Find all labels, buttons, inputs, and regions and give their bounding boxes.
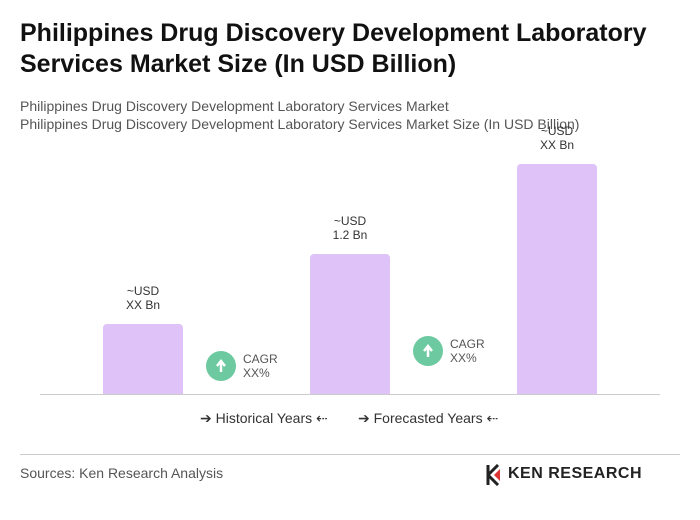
baseline xyxy=(40,394,660,395)
source: Sources: Ken Research Analysis xyxy=(20,465,224,481)
cagr-label: CAGR XX% xyxy=(243,352,278,380)
value-label: ~USD 1.2 Bn xyxy=(332,213,368,242)
cagr-icon xyxy=(413,336,443,366)
cagr-label: CAGR XX% xyxy=(450,337,485,365)
legend-item: ➔ Forecasted Years ⇠ xyxy=(358,410,499,426)
bar xyxy=(517,164,597,394)
subtitle: Philippines Drug Discovery Development L… xyxy=(20,98,449,114)
logo: KEN RESEARCH xyxy=(508,465,643,482)
legend-item: ➔ Historical Years ⇠ xyxy=(200,410,328,426)
bar xyxy=(310,253,390,394)
subtitle: Philippines Drug Discovery Development L… xyxy=(20,116,580,132)
logo-icon xyxy=(486,464,500,486)
value-label: ~USD XX Bn xyxy=(125,283,161,312)
legend-label: Forecasted Years xyxy=(373,410,483,426)
legend-label: Historical Years xyxy=(215,410,313,426)
bar xyxy=(103,323,183,394)
cagr-icon xyxy=(206,351,236,381)
chart-title: Philippines Drug Discovery Development L… xyxy=(20,19,647,78)
divider xyxy=(20,454,680,455)
value-label: ~USD XX Bn xyxy=(539,124,575,152)
